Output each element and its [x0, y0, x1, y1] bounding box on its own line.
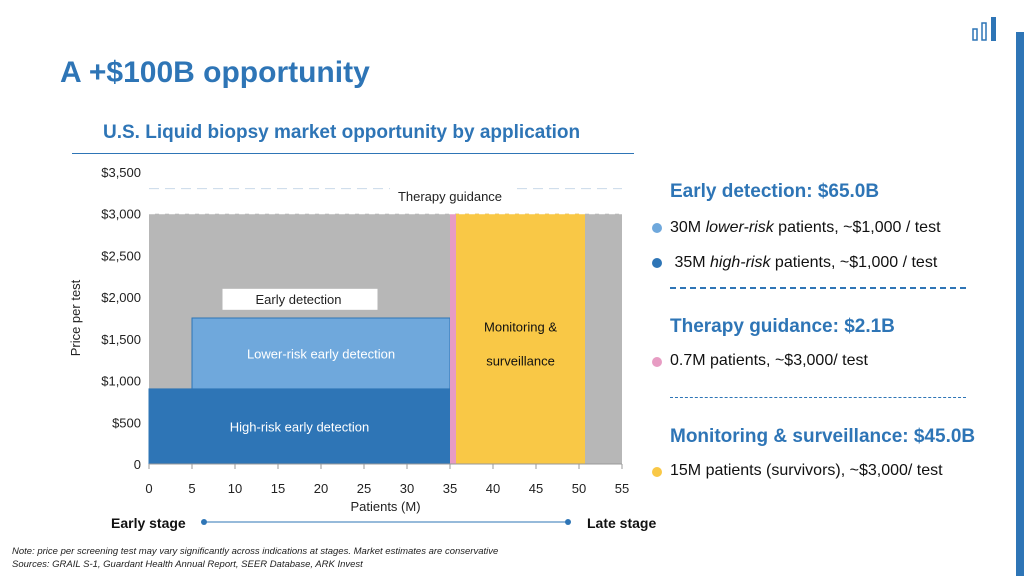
- monitoring-item: 15M patients (survivors), ~$3,000/ test: [670, 462, 943, 479]
- slide-title: A +$100B opportunity: [60, 56, 370, 89]
- annotation-box: [222, 288, 378, 310]
- y-tick-label: $2,500: [101, 248, 141, 263]
- legend-divider: [670, 287, 966, 289]
- x-tick-label: 20: [314, 481, 328, 496]
- footnote: Note: price per screening test may vary …: [12, 545, 498, 571]
- stage-late-label: Late stage: [587, 515, 657, 531]
- stage-early-label: Early stage: [111, 515, 186, 531]
- high-risk-item: 35M high-risk patients, ~$1,000 / test: [670, 254, 938, 271]
- logo-icon: [972, 17, 996, 41]
- annotation-early-detection: Early detection: [256, 292, 342, 307]
- bar-therapy-guidance: [450, 213, 457, 464]
- stage-arrow: [201, 519, 571, 525]
- x-tick-label: 5: [188, 481, 195, 496]
- x-tick-label: 35: [443, 481, 457, 496]
- lower-risk-item: 30M lower-risk patients, ~$1,000 / test: [670, 219, 941, 236]
- x-tick-label: 10: [228, 481, 242, 496]
- x-tick-label: 40: [486, 481, 500, 496]
- legend-divider: [670, 397, 966, 398]
- y-tick-label: $2,000: [101, 290, 141, 305]
- annotation-box: [390, 185, 514, 208]
- y-tick-label: $500: [112, 415, 141, 430]
- lower-risk-dot: [652, 223, 662, 233]
- chart-title: U.S. Liquid biopsy market opportunity by…: [103, 122, 581, 143]
- therapy-item: 0.7M patients, ~$3,000/ test: [670, 352, 868, 369]
- monitoring-heading: Monitoring & surveillance: $45.0B: [670, 426, 976, 447]
- x-tick-label: 15: [271, 481, 285, 496]
- series-label-monitoring: Monitoring &: [484, 319, 557, 334]
- therapy-dot: [652, 357, 662, 367]
- therapy-guidance-heading: Therapy guidance: $2.1B: [670, 316, 895, 337]
- title-divider: [72, 153, 634, 154]
- y-tick-label: 0: [134, 457, 141, 472]
- y-axis-label: Price per test: [68, 279, 83, 356]
- x-tick-label: 0: [145, 481, 152, 496]
- x-tick-label: 55: [615, 481, 629, 496]
- series-label-high-risk: High-risk early detection: [230, 419, 369, 434]
- series-label-monitoring: surveillance: [486, 353, 555, 368]
- footnote-note: Note: price per screening test may vary …: [12, 546, 499, 557]
- bar-high-risk-early-detection: [148, 388, 451, 465]
- x-tick-label: 30: [400, 481, 414, 496]
- y-tick-label: $1,000: [101, 374, 141, 389]
- high-risk-dot: [652, 258, 662, 268]
- series-label-lower-risk: Lower-risk early detection: [247, 346, 395, 361]
- x-tick-label: 50: [572, 481, 586, 496]
- y-tick-label: $3,500: [101, 165, 141, 180]
- y-tick-label: $3,000: [101, 207, 141, 222]
- bar-lower-risk-early-detection: [191, 317, 451, 390]
- footnote-sources: Sources: GRAIL S-1, Guardant Health Annu…: [12, 559, 363, 570]
- x-tick-label: 25: [357, 481, 371, 496]
- accent-bar: [1016, 32, 1024, 576]
- monitoring-dot: [652, 467, 662, 477]
- x-tick-label: 45: [529, 481, 543, 496]
- annotation-therapy-guidance: Therapy guidance: [398, 189, 502, 204]
- x-axis-label: Patients (M): [350, 499, 420, 514]
- early-detection-heading: Early detection: $65.0B: [670, 181, 880, 202]
- market-chart: 0 5 10 15 20 25 30 35 40 45 50 55 0 $500 $1,000 $1,500 $…: [68, 165, 629, 514]
- bar-monitoring-surveillance: [456, 213, 586, 464]
- y-tick-label: $1,500: [101, 332, 141, 347]
